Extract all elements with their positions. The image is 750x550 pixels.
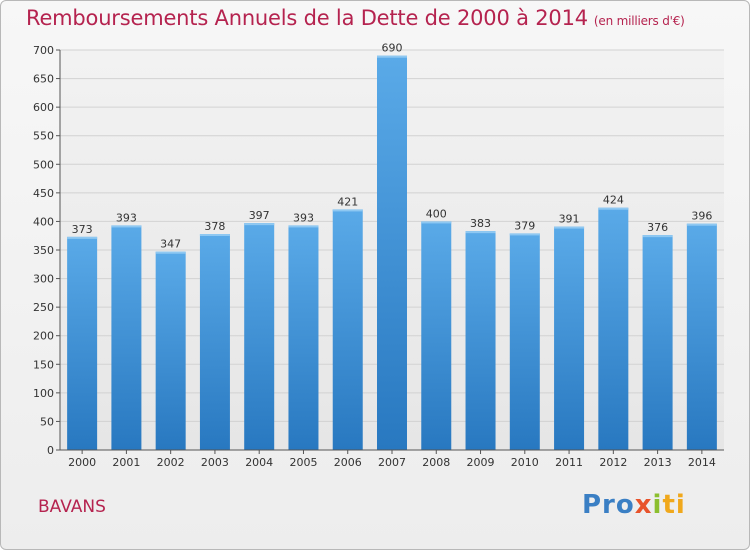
x-tick-label: 2001 [112, 456, 140, 469]
y-tick-label: 300 [33, 273, 54, 286]
y-tick-label: 250 [33, 301, 54, 314]
bars [67, 55, 717, 450]
data-label: 690 [382, 42, 403, 55]
bar [642, 235, 673, 450]
x-tick-label: 2009 [467, 456, 495, 469]
bar [377, 55, 407, 450]
data-label: 376 [647, 221, 668, 234]
bar [465, 231, 496, 450]
y-tick-label: 650 [33, 73, 54, 86]
x-tick-label: 2014 [688, 456, 716, 469]
title-text: Remboursements Annuels de la Dette de 20… [26, 6, 588, 30]
town-name: BAVANS [38, 497, 106, 517]
logo-part-3: i [652, 490, 663, 520]
x-tick-label: 2011 [555, 456, 583, 469]
bar [288, 225, 319, 450]
bar [421, 221, 452, 450]
x-axis-ticks: 2000 2001 2002 2003 2004 2005 2006 2007 2008 2009… [68, 450, 716, 469]
bar [244, 223, 275, 450]
chart-title: Remboursements Annuels de la Dette de 20… [26, 6, 685, 30]
bar [554, 226, 585, 450]
bar-highlight [686, 223, 717, 226]
title-unit: (en milliers d'€) [593, 14, 685, 28]
bar [199, 234, 230, 450]
data-label: 391 [559, 213, 580, 226]
bar [67, 236, 98, 450]
x-tick-label: 2005 [289, 456, 317, 469]
x-tick-label: 2006 [334, 456, 362, 469]
y-tick-label: 500 [33, 158, 54, 171]
data-label: 400 [426, 207, 447, 220]
bar-highlight [244, 223, 275, 226]
y-tick-label: 50 [40, 415, 54, 428]
bar [598, 207, 629, 450]
y-tick-label: 150 [33, 358, 54, 371]
data-label: 393 [293, 211, 314, 224]
data-label: 421 [337, 195, 358, 208]
logo-part-1: Pro [582, 490, 635, 520]
data-label: 373 [72, 223, 93, 236]
bar [332, 209, 363, 450]
data-label: 396 [691, 210, 712, 223]
data-label: 347 [160, 238, 181, 251]
y-tick-label: 450 [33, 187, 54, 200]
y-tick-label: 350 [33, 244, 54, 257]
x-tick-label: 2008 [422, 456, 450, 469]
bar-highlight [332, 209, 363, 212]
y-tick-label: 550 [33, 130, 54, 143]
bar-highlight [288, 225, 319, 228]
data-label: 383 [470, 217, 491, 230]
bar [686, 223, 717, 450]
x-tick-label: 2002 [157, 456, 185, 469]
data-label: 424 [603, 194, 624, 207]
bar-highlight [509, 233, 540, 236]
x-tick-label: 2003 [201, 456, 229, 469]
bar [155, 251, 186, 450]
x-tick-label: 2004 [245, 456, 273, 469]
bar-highlight [598, 207, 629, 210]
bar-highlight [421, 221, 452, 224]
y-tick-label: 700 [33, 44, 54, 57]
bar-highlight [111, 225, 142, 228]
y-tick-label: 600 [33, 101, 54, 114]
x-tick-label: 2007 [378, 456, 406, 469]
y-tick-label: 100 [33, 387, 54, 400]
logo-part-4: ti [662, 490, 686, 520]
data-label: 397 [249, 209, 270, 222]
y-tick-label: 0 [47, 444, 54, 457]
logo-part-2: x [634, 490, 653, 520]
data-label: 378 [204, 220, 225, 233]
bar [111, 225, 142, 450]
bar-highlight [465, 231, 496, 234]
y-axis-ticks: 0 50 100 150 200 250 300 350 400 450 500 550 600 650 7… [33, 44, 60, 457]
x-tick-label: 2000 [68, 456, 96, 469]
y-tick-label: 200 [33, 330, 54, 343]
bar [509, 233, 540, 450]
y-tick-label: 400 [33, 215, 54, 228]
bar-highlight [554, 226, 585, 229]
x-tick-label: 2013 [644, 456, 672, 469]
bar-highlight [642, 235, 673, 238]
data-labels: 373 393 347 378 397 393 421 690 400 383 379 391 424 3… [72, 42, 713, 251]
data-label: 393 [116, 211, 137, 224]
x-tick-label: 2012 [599, 456, 627, 469]
bar-highlight [377, 55, 407, 58]
proxiti-logo: Proxiti [582, 490, 686, 520]
data-label: 379 [514, 219, 535, 232]
bar-highlight [155, 251, 186, 254]
bar-highlight [199, 234, 230, 236]
bar-highlight [67, 236, 98, 239]
x-tick-label: 2010 [511, 456, 539, 469]
